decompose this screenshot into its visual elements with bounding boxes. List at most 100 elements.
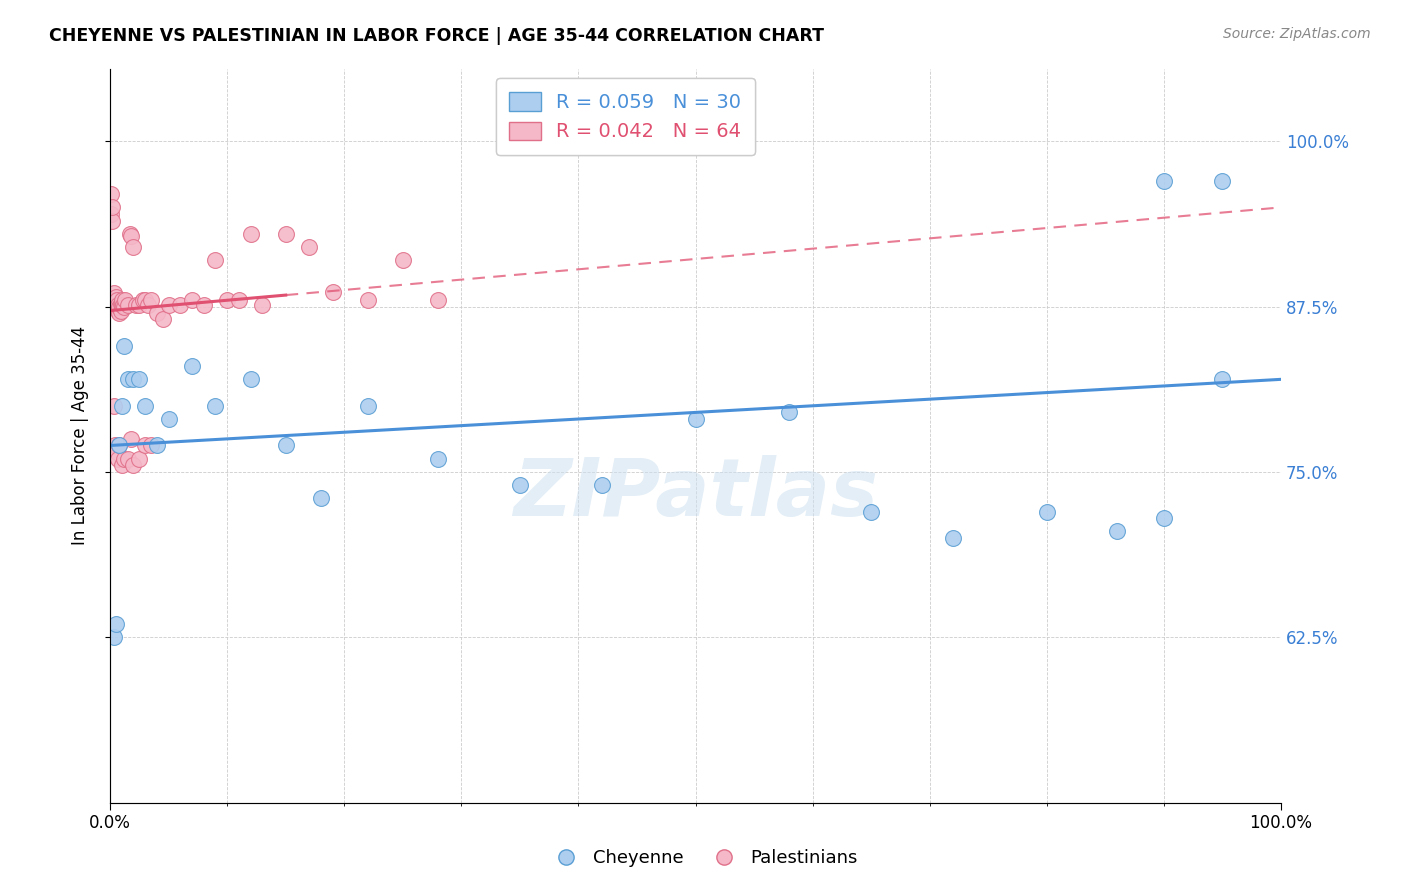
Point (107, 451, 129, 466)
Point (591, 478, 613, 492)
Point (104, 300, 127, 314)
Point (122, 458, 145, 473)
Point (104, 300, 127, 314)
Point (1153, 511, 1175, 525)
Point (157, 298, 180, 312)
Point (103, 399, 125, 413)
Point (107, 303, 129, 318)
Point (239, 227, 262, 241)
Point (111, 298, 134, 312)
Point (274, 227, 297, 241)
Point (104, 293, 127, 307)
Legend: R = 0.059   N = 30, R = 0.042   N = 64: R = 0.059 N = 30, R = 0.042 N = 64 (496, 78, 755, 155)
Point (169, 298, 191, 312)
Point (356, 293, 378, 307)
Point (103, 286, 125, 301)
Point (942, 531, 965, 545)
Point (204, 253, 226, 268)
Point (778, 405, 800, 419)
Point (391, 253, 413, 268)
Point (111, 293, 134, 307)
Text: CHEYENNE VS PALESTINIAN IN LABOR FORCE | AGE 35-44 CORRELATION CHART: CHEYENNE VS PALESTINIAN IN LABOR FORCE |… (49, 27, 824, 45)
Point (146, 438, 169, 452)
Point (134, 399, 156, 413)
Point (136, 298, 159, 312)
Point (104, 617, 127, 632)
Point (108, 438, 131, 452)
Point (426, 451, 449, 466)
Text: Source: ZipAtlas.com: Source: ZipAtlas.com (1223, 27, 1371, 41)
Point (128, 451, 150, 466)
Point (118, 227, 141, 241)
Point (112, 339, 135, 353)
Point (111, 298, 134, 312)
Point (252, 298, 274, 312)
Point (1153, 174, 1175, 188)
Point (509, 478, 531, 492)
Point (181, 359, 204, 373)
Point (120, 432, 142, 446)
Point (239, 372, 262, 386)
Point (105, 298, 128, 312)
Point (1211, 372, 1233, 386)
Point (139, 293, 162, 307)
Point (125, 298, 148, 312)
Point (426, 293, 449, 307)
Point (108, 300, 131, 314)
Point (132, 293, 155, 307)
Point (107, 298, 129, 312)
Point (108, 438, 131, 452)
Point (139, 438, 162, 452)
Point (146, 306, 169, 320)
Point (111, 458, 134, 473)
Point (114, 293, 136, 307)
Point (101, 201, 124, 215)
Point (274, 438, 297, 452)
Point (110, 297, 132, 311)
Point (152, 311, 174, 326)
Point (204, 399, 226, 413)
Point (860, 505, 883, 519)
Point (112, 451, 135, 466)
Point (309, 491, 332, 506)
Point (356, 399, 378, 413)
Point (108, 306, 131, 320)
Point (105, 293, 128, 307)
Point (100, 187, 122, 202)
Point (157, 412, 180, 426)
Point (101, 213, 124, 227)
Point (117, 451, 139, 466)
Point (120, 229, 142, 244)
Point (122, 240, 145, 254)
Point (193, 298, 215, 312)
Point (298, 240, 321, 254)
Point (1036, 505, 1059, 519)
Point (128, 298, 150, 312)
Point (122, 372, 145, 386)
Point (117, 298, 139, 312)
Point (112, 300, 135, 314)
Point (181, 293, 204, 307)
Point (1105, 524, 1128, 539)
Point (104, 290, 127, 304)
Point (103, 630, 125, 644)
Text: ZIPatlas: ZIPatlas (513, 455, 877, 533)
Point (134, 438, 156, 452)
Point (117, 372, 139, 386)
Point (110, 303, 132, 318)
Point (217, 293, 239, 307)
Point (111, 399, 134, 413)
Point (105, 445, 128, 459)
Point (128, 372, 150, 386)
Point (103, 293, 125, 307)
Point (1211, 174, 1233, 188)
Point (103, 300, 125, 314)
Point (322, 285, 344, 299)
Point (228, 293, 250, 307)
Legend: Cheyenne, Palestinians: Cheyenne, Palestinians (541, 842, 865, 874)
Point (104, 438, 127, 452)
Y-axis label: In Labor Force | Age 35-44: In Labor Force | Age 35-44 (72, 326, 89, 545)
Point (685, 412, 707, 426)
Point (100, 207, 122, 221)
Point (134, 293, 156, 307)
